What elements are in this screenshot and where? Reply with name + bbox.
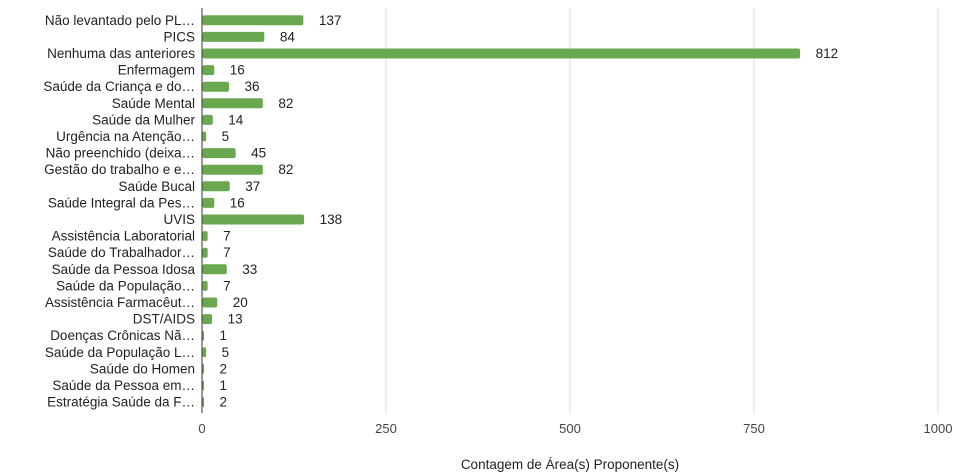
value-label: 7 [223, 229, 231, 244]
bar [202, 214, 305, 225]
bar [202, 380, 204, 391]
value-label: 7 [223, 278, 231, 293]
value-label: 82 [278, 162, 293, 177]
value-label: 36 [244, 79, 259, 94]
value-label: 1 [220, 378, 228, 393]
grid-layer [385, 8, 939, 413]
value-label: 84 [280, 29, 296, 44]
category-labels: Não levantado pelo PL…PICS Nenhuma das an… [43, 13, 195, 410]
x-tick-label: 750 [743, 421, 765, 436]
bar [202, 347, 207, 358]
value-label: 5 [222, 345, 230, 360]
value-label: 37 [245, 179, 260, 194]
category-label: DST/AIDS [133, 312, 195, 327]
bar [202, 264, 227, 275]
value-label: 45 [251, 146, 266, 161]
category-label: Saúde da Pessoa Idosa [52, 262, 196, 277]
value-label: 2 [220, 395, 228, 410]
category-label: Gestão do trabalho e e… [44, 162, 195, 177]
bar [202, 197, 215, 208]
value-label: 14 [228, 112, 244, 127]
bar [202, 31, 265, 42]
category-label: Nenhuma das anteriores [47, 46, 195, 61]
category-label: Estratégia Saúde da F… [47, 395, 195, 410]
bar [202, 314, 213, 325]
bar [202, 247, 208, 258]
bar [202, 280, 208, 291]
category-label: Urgência na Atenção… [56, 129, 195, 144]
category-label: Saúde da População L… [45, 345, 195, 360]
bar [202, 98, 263, 109]
category-label: Doenças Crônicas Nã… [50, 328, 195, 343]
value-label: 20 [233, 295, 248, 310]
bar [202, 181, 230, 192]
value-label: 16 [230, 63, 245, 78]
category-label: Saúde da População… [56, 278, 195, 293]
value-label: 137 [319, 13, 342, 28]
bar [202, 114, 213, 125]
category-label: Saúde do Homen [90, 361, 195, 376]
x-tick-labels: 0 250 500 750 1000 [198, 421, 952, 436]
value-label: 13 [228, 312, 243, 327]
value-label: 82 [278, 96, 293, 111]
category-label: Saúde do Trabalhador… [48, 245, 195, 260]
bar [202, 48, 801, 59]
value-label: 138 [320, 212, 343, 227]
category-label: Saúde da Criança e do… [43, 79, 195, 94]
category-label: Não preenchido (deixa… [46, 146, 195, 161]
category-label: PICS [163, 29, 195, 44]
value-label: 7 [223, 245, 231, 260]
value-label: 1 [220, 328, 228, 343]
bar [202, 131, 207, 142]
x-tick-label: 250 [375, 421, 397, 436]
bars-layer [202, 15, 801, 408]
category-label: Enfermagem [118, 63, 195, 78]
category-label: Saúde Mental [112, 96, 195, 111]
bar [202, 15, 304, 26]
value-label: 2 [220, 361, 228, 376]
bar [202, 363, 204, 374]
bar [202, 231, 208, 242]
bar [202, 65, 215, 76]
bar [202, 297, 218, 308]
bar [202, 164, 263, 175]
value-label: 5 [222, 129, 230, 144]
value-label: 33 [242, 262, 257, 277]
bar [202, 81, 229, 92]
x-axis-title: Contagem de Área(s) Proponente(s) [461, 457, 679, 472]
x-tick-label: 1000 [924, 421, 953, 436]
bar [202, 397, 204, 408]
category-label: Não levantado pelo PL… [45, 13, 195, 28]
category-label: Saúde Bucal [118, 179, 195, 194]
value-label: 812 [816, 46, 839, 61]
category-label: UVIS [163, 212, 195, 227]
bar [202, 148, 236, 159]
category-label: Assistência Laboratorial [52, 229, 195, 244]
x-tick-label: 500 [559, 421, 581, 436]
category-label: Assistência Farmacêut… [45, 295, 195, 310]
category-label: Saúde da Mulher [92, 112, 195, 127]
value-label: 16 [230, 195, 245, 210]
x-tick-label: 0 [198, 421, 205, 436]
category-label: Saúde Integral da Pes… [48, 195, 195, 210]
bar [202, 330, 204, 341]
value-labels: 1378481216368214545823716138773372013152… [220, 13, 839, 410]
category-label: Saúde da Pessoa em… [52, 378, 195, 393]
